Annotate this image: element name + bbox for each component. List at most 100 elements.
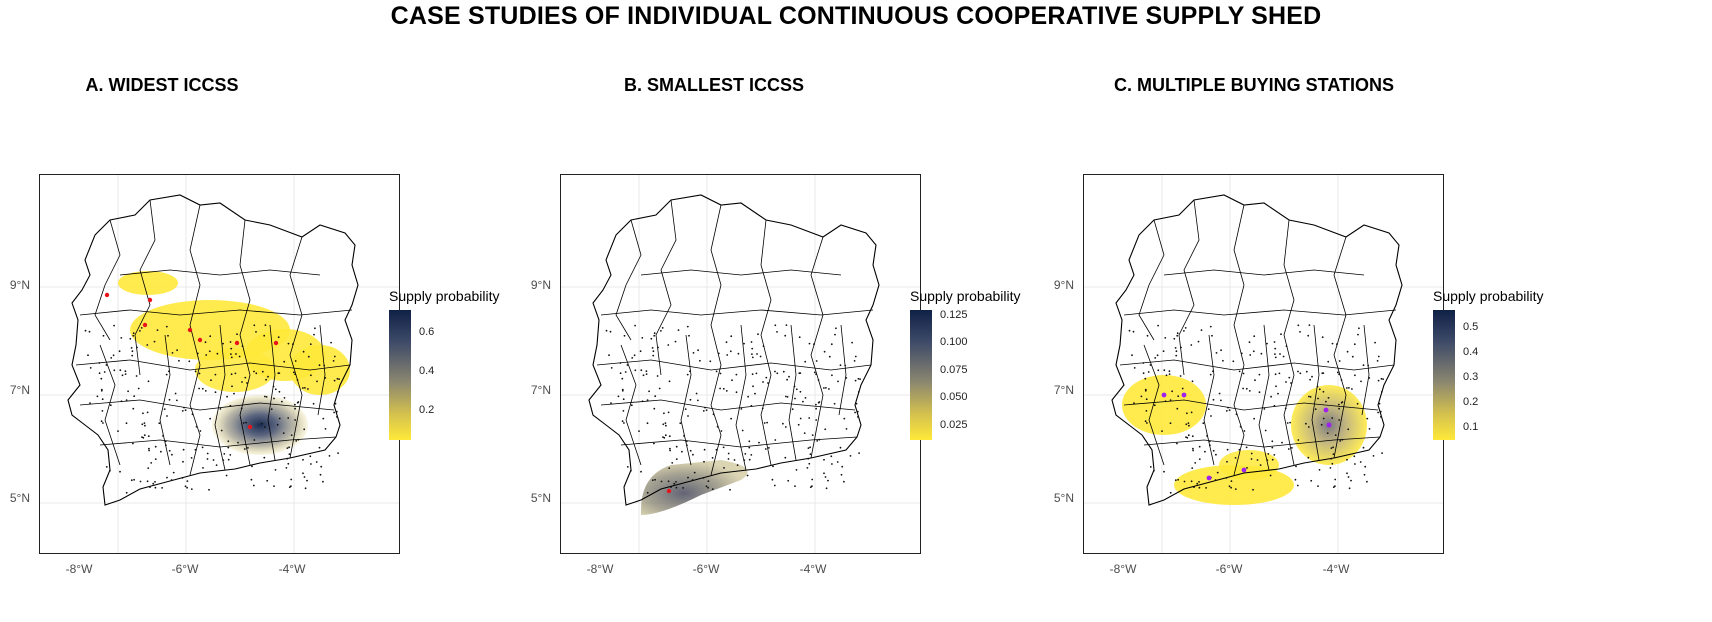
settlement-dot bbox=[668, 467, 671, 469]
district-boundary bbox=[788, 324, 797, 461]
settlement-dot bbox=[1186, 412, 1188, 415]
settlement-dot bbox=[263, 426, 266, 428]
settlement-dot bbox=[729, 350, 732, 353]
settlement-dot bbox=[756, 353, 758, 355]
settlement-dot bbox=[751, 373, 754, 376]
settlement-dot bbox=[716, 425, 719, 428]
settlement-dot bbox=[688, 334, 690, 337]
settlement-dot bbox=[318, 364, 321, 367]
settlement-dot bbox=[857, 416, 859, 418]
settlement-dot bbox=[322, 417, 325, 420]
settlement-dot bbox=[1305, 422, 1307, 425]
settlement-dot bbox=[290, 478, 293, 481]
settlement-dot bbox=[1321, 336, 1324, 339]
settlement-dot bbox=[1271, 458, 1274, 461]
settlement-dot bbox=[1191, 435, 1194, 438]
settlement-dot bbox=[1273, 341, 1276, 343]
settlement-dot bbox=[98, 372, 101, 375]
settlement-dot bbox=[815, 407, 817, 410]
settlement-dot bbox=[88, 330, 91, 333]
settlement-dot bbox=[1380, 416, 1382, 418]
settlement-dot bbox=[297, 401, 300, 403]
settlement-dot bbox=[1145, 410, 1148, 412]
settlement-dot bbox=[229, 454, 232, 456]
settlement-dot bbox=[857, 377, 860, 380]
settlement-dot bbox=[1253, 335, 1256, 338]
settlement-dot bbox=[1196, 482, 1199, 485]
settlement-dot bbox=[186, 486, 189, 489]
settlement-dot bbox=[1171, 390, 1173, 393]
settlement-dot bbox=[624, 371, 627, 373]
settlement-dot bbox=[1209, 444, 1211, 447]
settlement-dot bbox=[646, 399, 649, 401]
settlement-dot bbox=[148, 449, 150, 452]
district-boundary bbox=[760, 219, 772, 466]
settlement-dot bbox=[1359, 461, 1362, 463]
settlement-dot bbox=[1274, 356, 1277, 359]
settlement-dot bbox=[839, 364, 842, 367]
settlement-dot bbox=[282, 432, 285, 434]
settlement-dot bbox=[1358, 327, 1360, 330]
settlement-dot bbox=[109, 469, 111, 472]
x-tick-8w: -8°W bbox=[586, 562, 614, 576]
y-tick-7n: 7°N bbox=[9, 383, 30, 397]
settlement-dot bbox=[794, 397, 796, 400]
settlement-dot bbox=[1153, 469, 1155, 472]
settlement-dot bbox=[283, 360, 286, 363]
settlement-dot bbox=[661, 327, 664, 329]
district-boundary bbox=[1178, 199, 1200, 376]
settlement-dot bbox=[669, 449, 671, 452]
settlement-dot bbox=[242, 422, 245, 424]
settlement-dot bbox=[252, 484, 255, 487]
settlement-dot bbox=[1266, 459, 1269, 461]
x-tick-4w: -4°W bbox=[799, 562, 827, 576]
settlement-dot bbox=[1209, 373, 1212, 376]
settlement-dot bbox=[707, 486, 709, 489]
settlement-dot bbox=[1248, 341, 1251, 344]
district-boundary bbox=[615, 219, 642, 341]
settlement-dot bbox=[722, 446, 725, 449]
settlement-dot bbox=[302, 472, 304, 475]
settlement-dot bbox=[156, 329, 159, 331]
settlement-dot bbox=[198, 372, 201, 375]
settlement-dot bbox=[212, 459, 215, 461]
settlement-dot bbox=[100, 420, 103, 423]
settlement-dot bbox=[617, 395, 620, 398]
settlement-dot bbox=[1234, 488, 1237, 490]
settlement-dot bbox=[675, 486, 678, 489]
settlement-dot bbox=[304, 487, 307, 490]
settlement-dot bbox=[1263, 408, 1266, 410]
settlement-dot bbox=[137, 387, 140, 390]
settlement-dot bbox=[1156, 354, 1159, 357]
settlement-dot bbox=[654, 478, 656, 481]
settlement-dot bbox=[857, 391, 860, 393]
settlement-dot bbox=[223, 453, 226, 455]
settlement-dot bbox=[646, 491, 649, 494]
settlement-dot bbox=[804, 397, 807, 399]
settlement-dot bbox=[1291, 447, 1293, 449]
settlement-dot bbox=[843, 480, 845, 483]
settlement-dot bbox=[1245, 387, 1248, 390]
settlement-dot bbox=[1374, 341, 1376, 344]
settlement-dot bbox=[653, 332, 656, 335]
settlement-dot bbox=[215, 464, 218, 466]
settlement-dot bbox=[149, 486, 151, 488]
settlement-dot bbox=[619, 362, 622, 364]
settlement-dot bbox=[1242, 387, 1244, 390]
settlement-dot bbox=[1379, 410, 1382, 413]
settlement-dot bbox=[186, 480, 189, 482]
settlement-dot bbox=[1327, 360, 1330, 363]
settlement-dot bbox=[154, 458, 157, 460]
settlement-dot bbox=[132, 407, 135, 410]
settlement-dot bbox=[621, 377, 624, 380]
settlement-dot bbox=[774, 324, 777, 327]
settlement-dot bbox=[840, 473, 843, 476]
settlement-dot bbox=[140, 327, 143, 329]
settlement-dot bbox=[785, 324, 788, 326]
settlement-dot bbox=[209, 335, 212, 338]
settlement-dot bbox=[243, 448, 246, 450]
settlement-dot bbox=[631, 357, 634, 359]
settlement-dot bbox=[807, 447, 810, 449]
settlement-dot bbox=[238, 355, 241, 358]
settlement-dot bbox=[1353, 455, 1356, 458]
